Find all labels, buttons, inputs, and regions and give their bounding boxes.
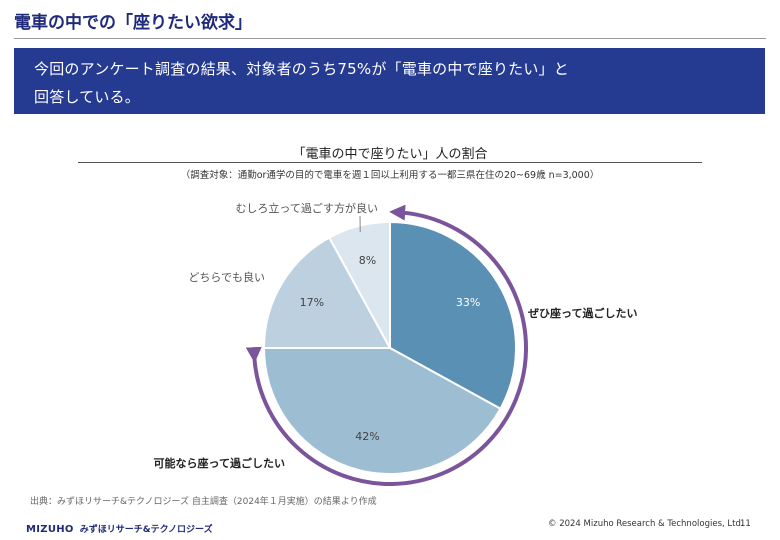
company-logo: MIZUHO みずほリサーチ&テクノロジーズ xyxy=(26,517,213,536)
slice-value-label-2: 42% xyxy=(355,430,379,443)
banner-line-2: 回答している。 xyxy=(34,88,140,106)
highlight-arc-arrow xyxy=(245,204,528,486)
chart-title: 「電車の中で座りたい」人の割合 xyxy=(292,147,488,162)
page-number: 11 xyxy=(740,519,751,529)
pie-slice-1 xyxy=(389,220,517,411)
chart-title-divider xyxy=(78,162,702,163)
title-divider xyxy=(14,38,766,39)
copyright: © 2024 Mizuho Research & Technologies, L… xyxy=(548,519,744,529)
category-label-3: どちらでも良い xyxy=(188,270,265,284)
category-label-4: むしろ立って過ごす方が良い xyxy=(235,201,378,215)
logo-brand: MIZUHO xyxy=(26,524,74,535)
category-label-2: 可能なら座って過ごしたい xyxy=(154,456,285,470)
chart-subtitle: （調査対象：通勤or通学の目的で電車を週１回以上利用する一都三県在住の20~69… xyxy=(180,170,600,181)
logo-brand-japanese: みずほリサーチ&テクノロジーズ xyxy=(79,525,213,535)
page-title: 電車の中での「座りたい欲求」 xyxy=(14,13,252,33)
slice-value-label-1: 33% xyxy=(456,296,480,309)
summary-banner: 今回のアンケート調査の結果、対象者のうち75%が「電車の中で座りたい」と 回答し… xyxy=(14,48,765,114)
source-note: 出典：みずほリサーチ&テクノロジーズ 自主調査（2024年１月実施）の結果より作… xyxy=(30,497,377,507)
pie-slice-2 xyxy=(262,347,502,475)
banner-line-1: 今回のアンケート調査の結果、対象者のうち75%が「電車の中で座りたい」と xyxy=(34,60,569,78)
slice-value-label-3: 17% xyxy=(300,296,324,309)
category-label-1: ぜひ座って過ごしたい xyxy=(528,306,637,320)
slice-value-label-4: 8% xyxy=(359,254,376,267)
